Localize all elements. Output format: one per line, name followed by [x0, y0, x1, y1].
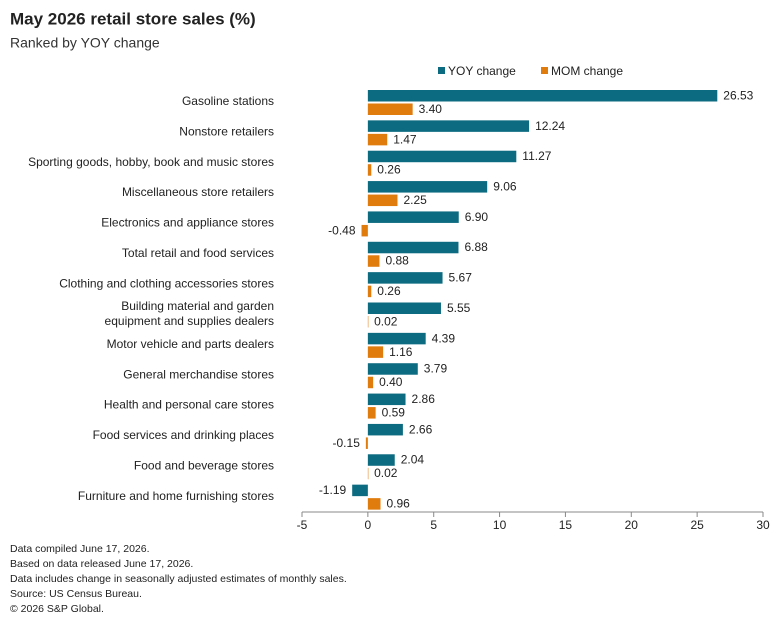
value-label: 0.02 [374, 314, 398, 328]
value-label: 2.86 [412, 392, 436, 406]
value-label: 0.59 [382, 405, 406, 419]
bar [367, 316, 369, 328]
bar [367, 120, 530, 132]
bar [365, 437, 368, 449]
chart-subtitle: Ranked by YOY change [10, 35, 160, 51]
x-tick-label: 5 [430, 518, 437, 532]
footnote: Source: US Census Bureau. [10, 588, 142, 600]
value-label: -0.48 [328, 223, 356, 237]
category-label: Nonstore retailers [179, 125, 274, 139]
legend-swatch [541, 67, 548, 74]
value-label: 2.66 [409, 422, 433, 436]
bar [367, 346, 384, 358]
x-tick-label: 25 [690, 518, 704, 532]
value-label: 0.26 [377, 163, 401, 177]
bar [367, 363, 418, 375]
category-label: Food services and drinking places [93, 428, 274, 442]
category-label: Total retail and food services [122, 246, 274, 260]
value-label: 26.53 [723, 88, 753, 102]
bar [352, 484, 368, 497]
bar [367, 272, 443, 284]
value-label: 3.40 [419, 102, 443, 116]
bar [367, 194, 398, 207]
legend-label: MOM change [551, 64, 623, 78]
value-label: 0.96 [387, 497, 411, 511]
bar [361, 224, 368, 237]
value-label: 2.25 [403, 193, 427, 207]
bar [367, 150, 517, 163]
x-tick-label: 20 [625, 518, 639, 532]
category-label: Clothing and clothing accessories stores [59, 276, 274, 290]
bar [367, 498, 381, 510]
chart-title: May 2026 retail store sales (%) [10, 9, 256, 28]
bar [367, 164, 372, 176]
value-label: 0.40 [379, 375, 403, 389]
value-label: 1.16 [389, 345, 413, 359]
x-tick-label: 15 [559, 518, 573, 532]
x-tick-label: 10 [493, 518, 507, 532]
value-label: 0.02 [374, 466, 398, 480]
bar [367, 90, 718, 102]
value-label: 9.06 [493, 179, 517, 193]
bar [367, 467, 369, 480]
value-label: 5.67 [449, 271, 473, 285]
value-label: 3.79 [424, 362, 448, 376]
bar [367, 255, 380, 267]
bar [367, 393, 406, 406]
value-label: -1.19 [319, 483, 347, 497]
bar [367, 285, 372, 298]
category-label: Motor vehicle and parts dealers [107, 337, 274, 351]
bar [367, 407, 376, 419]
bar [367, 241, 459, 254]
category-label: Sporting goods, hobby, book and music st… [28, 155, 274, 169]
category-label: Furniture and home furnishing stores [78, 489, 274, 503]
bar [367, 332, 426, 345]
category-label: Miscellaneous store retailers [122, 185, 274, 199]
bar [367, 302, 441, 314]
value-label: 0.88 [385, 254, 409, 268]
bar [367, 133, 388, 146]
footnote: Data includes change in seasonally adjus… [10, 573, 347, 585]
value-label: 5.55 [447, 301, 471, 315]
x-tick-label: 30 [756, 518, 770, 532]
x-tick-label: -5 [297, 518, 308, 532]
value-label: 6.88 [464, 240, 488, 254]
footnote: Based on data released June 17, 2026. [10, 558, 193, 570]
bar [367, 103, 413, 115]
value-label: 12.24 [535, 119, 565, 133]
value-label: 2.04 [401, 453, 425, 467]
bar [367, 181, 488, 193]
footnote: © 2026 S&P Global. [10, 603, 104, 615]
bar [367, 423, 403, 436]
footnote: Data compiled June 17, 2026. [10, 543, 150, 555]
category-label: Health and personal care stores [104, 398, 274, 412]
value-label: 0.26 [377, 284, 401, 298]
legend-swatch [438, 67, 445, 74]
bar [367, 454, 395, 466]
x-tick-label: 0 [365, 518, 372, 532]
category-label: Electronics and appliance stores [101, 216, 274, 230]
category-label: Gasoline stations [182, 94, 274, 108]
legend-label: YOY change [448, 64, 516, 78]
bar [367, 211, 459, 223]
value-label: 1.47 [393, 132, 417, 146]
category-label: Building material and garden equipment an… [105, 299, 274, 328]
value-label: 6.90 [465, 210, 489, 224]
category-label: General merchandise stores [123, 367, 274, 381]
value-label: 4.39 [432, 331, 456, 345]
value-label: -0.15 [333, 436, 361, 450]
bar [367, 376, 374, 389]
value-label: 11.27 [522, 149, 551, 163]
category-label: Food and beverage stores [134, 458, 274, 472]
